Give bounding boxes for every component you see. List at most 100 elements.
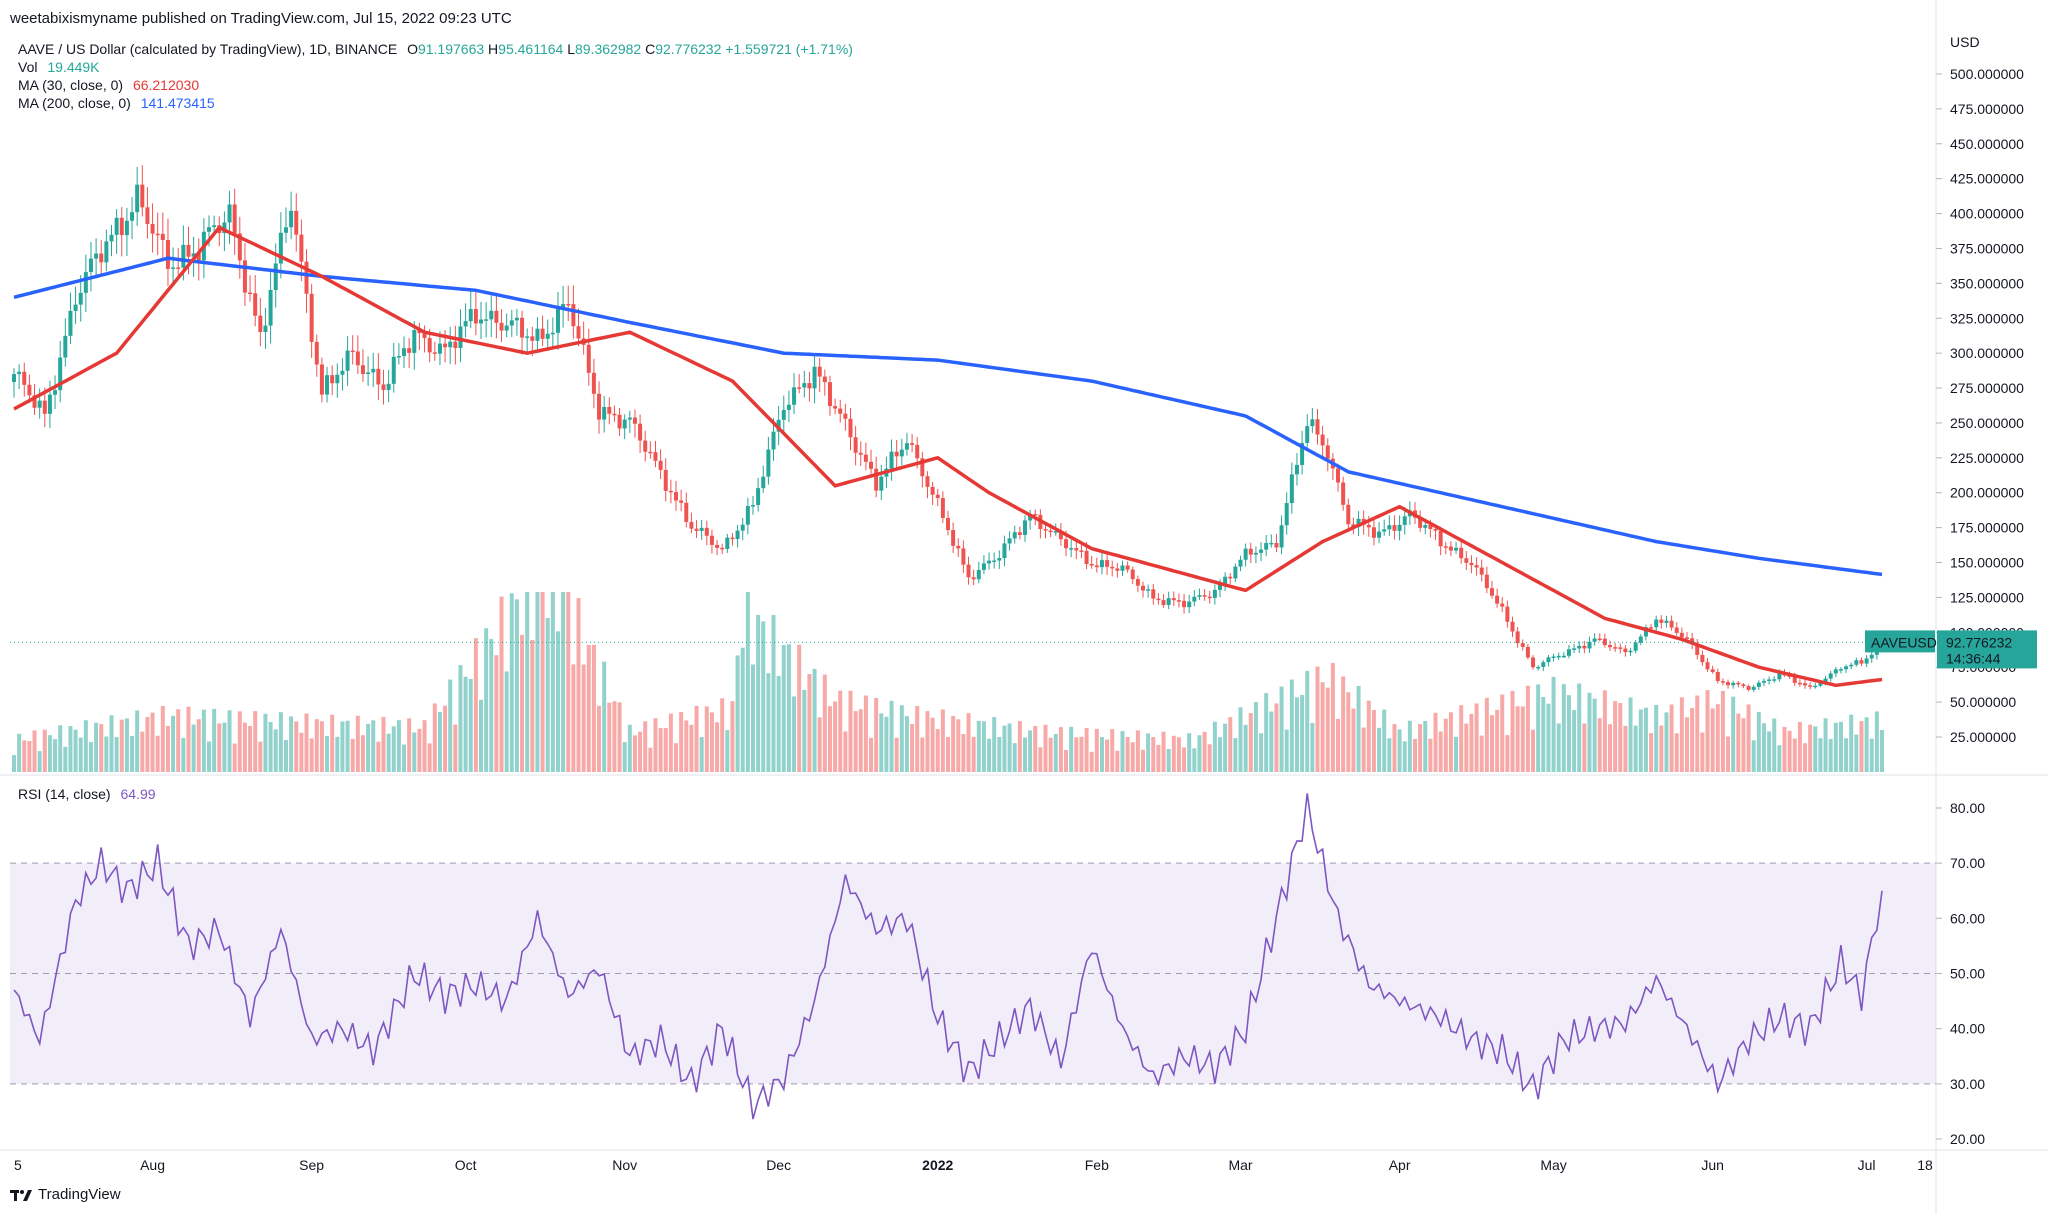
volume-bar (1192, 748, 1197, 772)
candle-body (638, 423, 643, 441)
price-tick-label: 25.000000 (1950, 729, 2016, 745)
volume-bar (740, 647, 745, 772)
rsi-tick-label: 50.00 (1950, 966, 1985, 982)
change-value: +1.559721 (+1.71%) (725, 41, 853, 57)
candle-body (894, 451, 899, 457)
volume-bar (899, 705, 904, 772)
volume-bar (1690, 707, 1695, 772)
volume-bar (1541, 697, 1546, 772)
rsi-legend: RSI (14, close) 64.99 (18, 786, 156, 802)
volume-bar (668, 713, 673, 772)
rsi-tick-label: 80.00 (1950, 800, 1985, 816)
candle-body (432, 352, 437, 354)
candle-body (1844, 666, 1849, 670)
candle-body (1094, 565, 1099, 568)
price-tick-label: 350.000000 (1950, 275, 2024, 291)
candle-body (222, 222, 227, 234)
candle-body (602, 406, 607, 420)
candle-body (1397, 524, 1402, 531)
volume-bar (1623, 725, 1628, 772)
candle-body (946, 517, 950, 531)
candle-body (1305, 426, 1310, 443)
candle-body (1869, 654, 1874, 659)
volume-bar (1546, 703, 1551, 772)
candle-body (709, 535, 714, 545)
candle-body (1772, 679, 1777, 681)
volume-bar (1844, 738, 1849, 772)
candle-body (1454, 547, 1459, 551)
candle-body (520, 317, 525, 338)
volume-bar (1705, 690, 1710, 772)
volume-bar (1115, 750, 1120, 772)
volume-bar (473, 638, 478, 772)
time-tick-label: May (1540, 1157, 1566, 1173)
candle-body (437, 343, 442, 354)
volume-bar (561, 592, 566, 772)
time-tick-label: Dec (766, 1157, 791, 1173)
candle-body (340, 370, 345, 375)
volume-bar (520, 634, 525, 772)
candle-body (1664, 620, 1669, 623)
volume-bar (1880, 729, 1884, 772)
candle-body (1659, 619, 1664, 623)
volume-bar (1767, 731, 1772, 772)
volume-bar (704, 706, 709, 772)
volume-bar (504, 671, 509, 772)
volume-bar (396, 720, 401, 772)
candle-body (1033, 514, 1038, 516)
candle-body (1587, 641, 1592, 649)
candle-body (735, 530, 740, 540)
candle-body (32, 395, 37, 408)
volume-bar (78, 737, 83, 772)
candle-body (196, 253, 201, 261)
volume-bar (1797, 721, 1802, 772)
candle-body (1115, 568, 1120, 571)
volume-bar (407, 718, 412, 772)
volume-bar (1608, 724, 1613, 772)
candle-body (1510, 621, 1515, 632)
candle-body (1320, 434, 1325, 446)
rsi-tick-label: 40.00 (1950, 1021, 1985, 1037)
candle-body (797, 387, 802, 389)
candle-body (1402, 516, 1407, 525)
volume-bar (1079, 736, 1084, 772)
price-tick-label: 450.000000 (1950, 136, 2024, 152)
candle-body (212, 225, 217, 228)
candle-body (1484, 574, 1489, 589)
volume-bar (222, 722, 227, 772)
candle-body (1828, 673, 1833, 679)
candle-body (304, 261, 309, 294)
volume-bar (258, 741, 263, 772)
candle-body (1187, 601, 1192, 608)
candle-body (1279, 525, 1284, 548)
candle-body (1613, 647, 1618, 649)
volume-bar (1756, 711, 1761, 772)
volume-bar (858, 709, 863, 772)
volume-bar (145, 717, 150, 772)
candle-body (463, 321, 468, 327)
candle-body (838, 408, 843, 414)
candle-body (1197, 595, 1202, 597)
price-tick-label: 275.000000 (1950, 380, 2024, 396)
volume-bar (1869, 738, 1874, 772)
volume-bar (1813, 726, 1818, 772)
candle-body (350, 350, 355, 353)
candle-body (325, 375, 330, 395)
volume-bar (735, 655, 740, 772)
volume-bar (1212, 721, 1217, 772)
close-label: C (645, 41, 656, 57)
candle-body (535, 328, 540, 341)
candle-body (1469, 562, 1474, 566)
volume-bar (479, 699, 483, 772)
candle-body (1715, 671, 1720, 682)
candle-body (1546, 657, 1551, 663)
volume-bar (961, 734, 966, 772)
candle-body (1602, 638, 1607, 646)
volume-bar (1731, 696, 1736, 772)
volume-bar (1669, 704, 1674, 772)
time-tick-label: Jul (1858, 1157, 1876, 1173)
candle-body (1336, 468, 1341, 483)
candle-body (1684, 637, 1689, 639)
volume-bar (237, 711, 242, 772)
